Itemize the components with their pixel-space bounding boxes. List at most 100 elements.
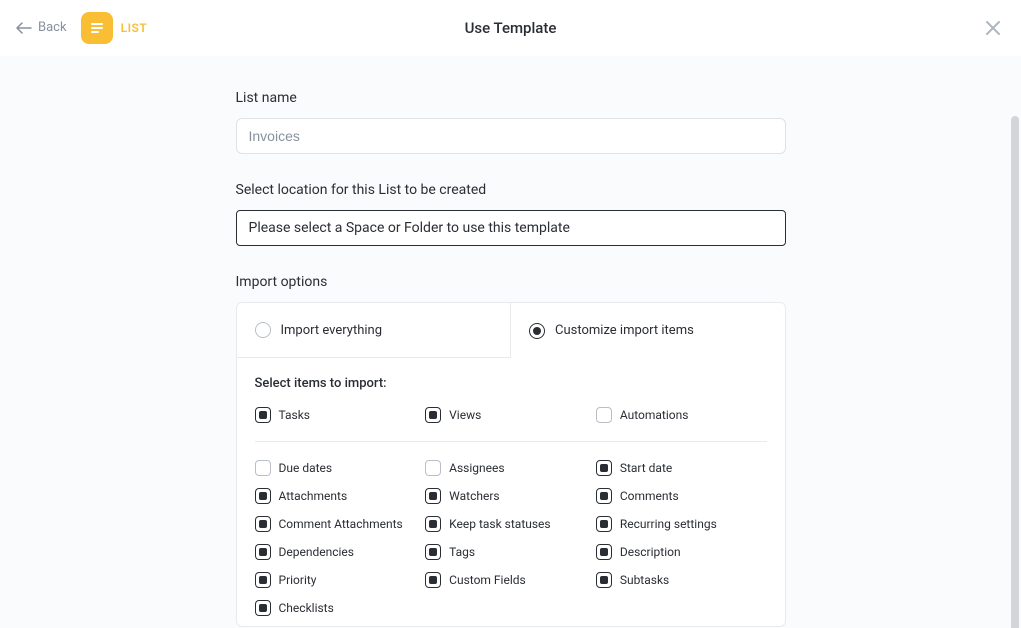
checkbox-grid: Due dates Assignees Start date Attachments W… <box>255 460 767 616</box>
checkbox-automations[interactable]: Automations <box>596 407 767 423</box>
radio-icon <box>529 323 545 339</box>
select-items-title: Select items to import: <box>255 376 767 391</box>
checkbox-icon <box>255 460 271 476</box>
checkbox-icon <box>255 407 271 423</box>
checkbox-inner-icon <box>600 520 608 528</box>
checkbox-inner-icon <box>600 492 608 500</box>
checkbox-inner-icon <box>259 548 267 556</box>
checkbox-watchers[interactable]: Watchers <box>425 488 596 504</box>
checkbox-label: Due dates <box>279 461 333 475</box>
checkbox-inner-icon <box>429 411 437 419</box>
checkbox-inner-icon <box>429 576 437 584</box>
list-name-input[interactable] <box>236 118 786 154</box>
checkbox-label: Views <box>449 408 481 422</box>
radio-dot-icon <box>533 327 541 335</box>
checkbox-comment-attachments[interactable]: Comment Attachments <box>255 516 426 532</box>
checkbox-icon <box>425 516 441 532</box>
checkbox-icon <box>596 516 612 532</box>
checkbox-comments[interactable]: Comments <box>596 488 767 504</box>
modal-header: Back LIST Use Template <box>0 0 1021 56</box>
checkbox-assignees[interactable]: Assignees <box>425 460 596 476</box>
checkbox-icon <box>255 516 271 532</box>
checkbox-start-date[interactable]: Start date <box>596 460 767 476</box>
checkbox-label: Custom Fields <box>449 573 526 587</box>
import-options-section: Import options Import everything Customi… <box>236 274 786 627</box>
modal-title: Use Template <box>465 19 557 37</box>
checkbox-label: Comment Attachments <box>279 517 403 531</box>
checkbox-description[interactable]: Description <box>596 544 767 560</box>
checkbox-inner-icon <box>259 520 267 528</box>
close-icon <box>984 19 1002 37</box>
checkbox-tags[interactable]: Tags <box>425 544 596 560</box>
list-badge-icon <box>81 12 113 44</box>
checkbox-icon <box>255 544 271 560</box>
checkbox-icon <box>596 572 612 588</box>
checkbox-inner-icon <box>429 520 437 528</box>
list-name-label: List name <box>236 90 786 106</box>
location-select[interactable]: Please select a Space or Folder to use t… <box>236 210 786 246</box>
checkbox-label: Checklists <box>279 601 334 615</box>
checkbox-label: Keep task statuses <box>449 517 550 531</box>
import-options-box: Import everything Customize import items… <box>236 302 786 627</box>
checkbox-inner-icon <box>259 411 267 419</box>
checkbox-due-dates[interactable]: Due dates <box>255 460 426 476</box>
checkbox-tasks[interactable]: Tasks <box>255 407 426 423</box>
checkbox-checklists[interactable]: Checklists <box>255 600 426 616</box>
checkbox-label: Tags <box>449 545 475 559</box>
checkbox-label: Recurring settings <box>620 517 717 531</box>
checkbox-icon <box>425 460 441 476</box>
radio-label: Customize import items <box>555 323 694 338</box>
close-button[interactable] <box>983 18 1003 38</box>
checkbox-inner-icon <box>259 604 267 612</box>
checkbox-views[interactable]: Views <box>425 407 596 423</box>
scrollbar[interactable] <box>1011 116 1019 628</box>
checkbox-label: Description <box>620 545 681 559</box>
list-name-section: List name <box>236 90 786 154</box>
checkbox-dependencies[interactable]: Dependencies <box>255 544 426 560</box>
modal-body: List name Select location for this List … <box>0 56 1021 628</box>
radio-import-everything[interactable]: Import everything <box>237 303 512 358</box>
checkbox-inner-icon <box>429 548 437 556</box>
form-content: List name Select location for this List … <box>236 56 786 627</box>
checkbox-subtasks[interactable]: Subtasks <box>596 572 767 588</box>
location-label: Select location for this List to be crea… <box>236 182 786 198</box>
checkbox-inner-icon <box>600 464 608 472</box>
checkbox-icon <box>596 488 612 504</box>
checkbox-label: Attachments <box>279 489 348 503</box>
checkbox-icon <box>255 600 271 616</box>
checkbox-label: Automations <box>620 408 689 422</box>
radio-label: Import everything <box>281 323 383 338</box>
checkbox-inner-icon <box>429 492 437 500</box>
checkbox-label: Start date <box>620 461 672 475</box>
checkbox-keep-task-statuses[interactable]: Keep task statuses <box>425 516 596 532</box>
checkbox-icon <box>255 572 271 588</box>
radio-customize-items[interactable]: Customize import items <box>511 303 785 358</box>
checkbox-inner-icon <box>259 576 267 584</box>
top-checkbox-row: Tasks Views Automations <box>255 407 767 442</box>
checkbox-label: Assignees <box>449 461 504 475</box>
select-items-section: Select items to import: Tasks Views Automa… <box>237 358 785 626</box>
checkbox-icon <box>425 544 441 560</box>
checkbox-label: Subtasks <box>620 573 669 587</box>
checkbox-priority[interactable]: Priority <box>255 572 426 588</box>
checkbox-attachments[interactable]: Attachments <box>255 488 426 504</box>
checkbox-icon <box>425 407 441 423</box>
checkbox-label: Watchers <box>449 489 499 503</box>
radio-icon <box>255 322 271 338</box>
checkbox-icon <box>425 572 441 588</box>
location-placeholder: Please select a Space or Folder to use t… <box>249 220 570 236</box>
checkbox-icon <box>596 460 612 476</box>
checkbox-icon <box>596 544 612 560</box>
checkbox-label: Comments <box>620 489 679 503</box>
checkbox-custom-fields[interactable]: Custom Fields <box>425 572 596 588</box>
import-options-label: Import options <box>236 274 786 290</box>
list-tag-label: LIST <box>121 21 148 35</box>
checkbox-label: Dependencies <box>279 545 354 559</box>
checkbox-recurring-settings[interactable]: Recurring settings <box>596 516 767 532</box>
checkbox-icon <box>596 407 612 423</box>
checkbox-label: Tasks <box>279 408 311 422</box>
checkbox-label: Priority <box>279 573 317 587</box>
checkbox-inner-icon <box>600 548 608 556</box>
back-button[interactable]: Back <box>16 20 67 36</box>
radio-row: Import everything Customize import items <box>237 303 785 358</box>
